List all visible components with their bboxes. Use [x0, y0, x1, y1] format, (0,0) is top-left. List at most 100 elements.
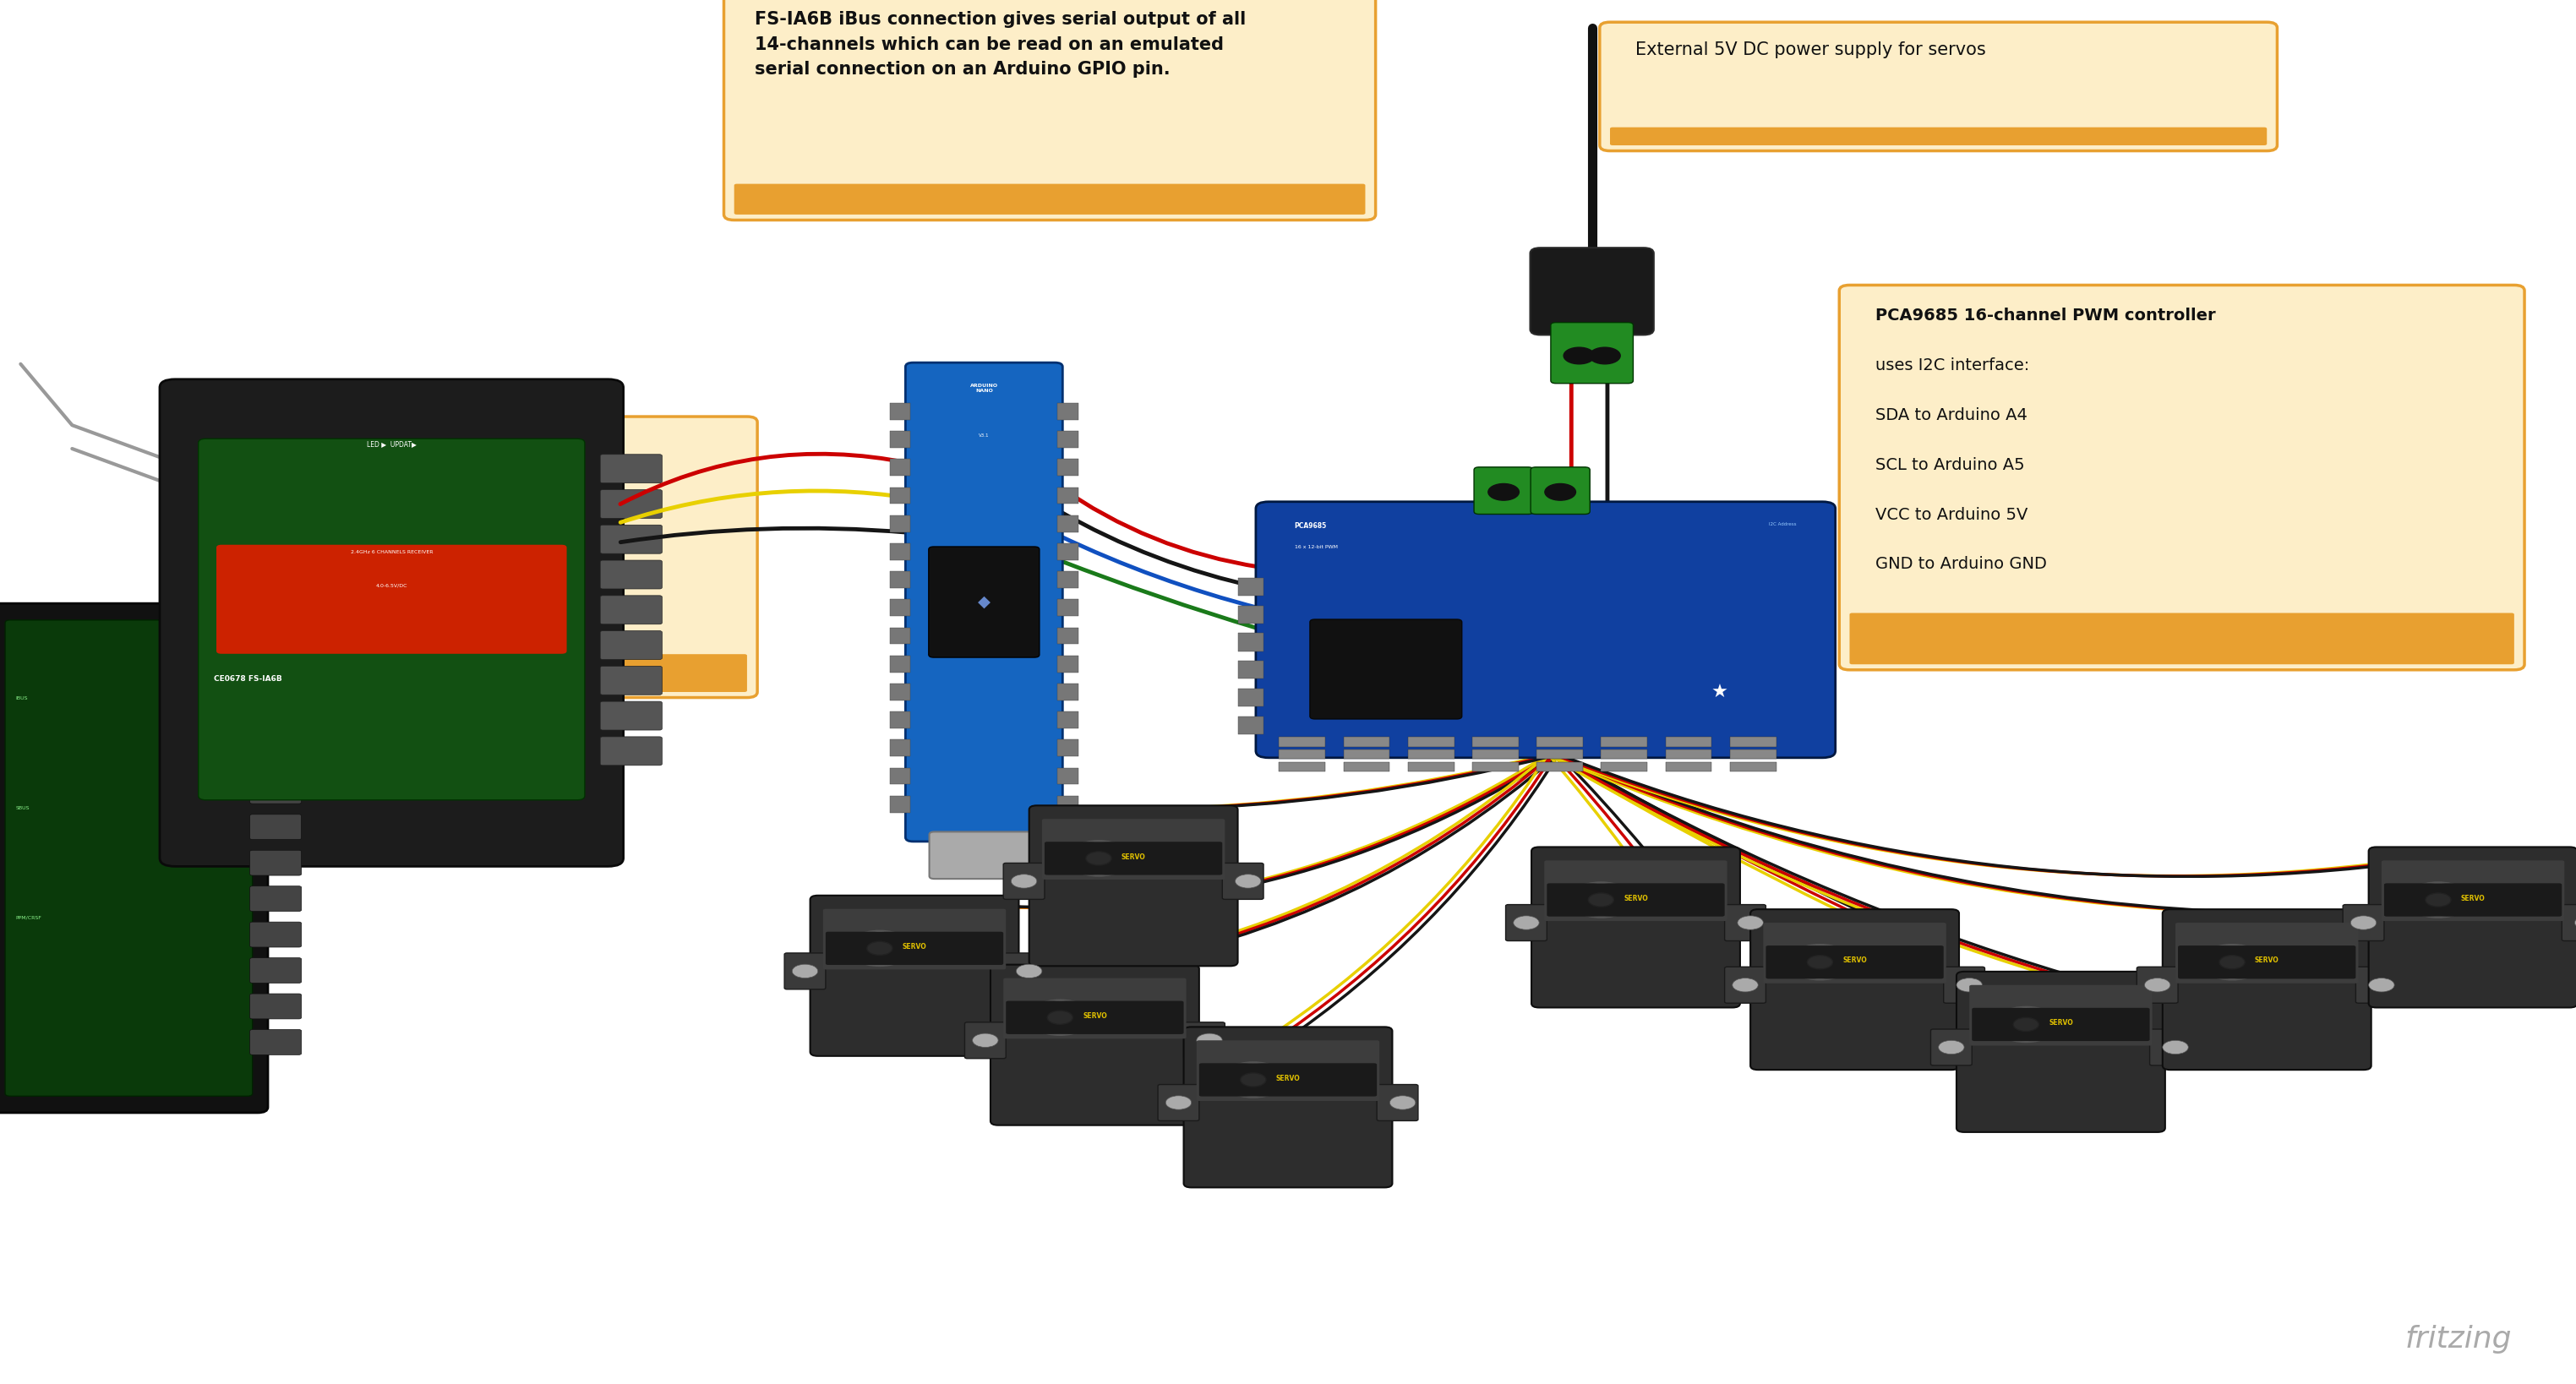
FancyBboxPatch shape [1030, 805, 1239, 966]
Bar [1236, 660, 1262, 678]
Circle shape [793, 965, 819, 978]
FancyBboxPatch shape [1046, 841, 1224, 875]
Bar [1056, 627, 1077, 644]
Text: External 5V DC power supply for servos: External 5V DC power supply for servos [1636, 42, 1986, 58]
FancyBboxPatch shape [930, 832, 1038, 879]
Bar [1345, 750, 1391, 758]
Bar [889, 459, 909, 476]
Bar [889, 656, 909, 673]
FancyBboxPatch shape [809, 895, 1020, 1056]
FancyBboxPatch shape [1309, 620, 1461, 720]
FancyBboxPatch shape [1185, 1023, 1226, 1059]
FancyBboxPatch shape [2164, 909, 2370, 1070]
FancyBboxPatch shape [1752, 909, 1958, 1070]
Circle shape [1066, 841, 1131, 876]
Text: ★: ★ [1710, 684, 1728, 702]
FancyBboxPatch shape [600, 702, 662, 731]
FancyBboxPatch shape [1942, 967, 1984, 1003]
Bar [1731, 736, 1777, 747]
Bar [1600, 736, 1649, 747]
Text: SERVO: SERVO [1275, 1074, 1301, 1082]
Circle shape [2200, 945, 2264, 980]
Circle shape [1388, 1096, 1417, 1110]
Circle shape [2406, 883, 2470, 918]
FancyBboxPatch shape [1041, 819, 1226, 880]
FancyBboxPatch shape [1504, 905, 1546, 941]
Bar [1667, 761, 1713, 771]
Circle shape [1242, 1073, 1265, 1086]
Text: SERVO: SERVO [1121, 853, 1146, 861]
Circle shape [1808, 955, 1832, 969]
Text: SERVO: SERVO [902, 943, 927, 951]
Bar [1236, 579, 1262, 595]
Bar [1056, 684, 1077, 700]
Text: ◆: ◆ [979, 594, 989, 610]
Bar [1731, 761, 1777, 771]
Bar [889, 572, 909, 588]
Circle shape [1028, 1001, 1092, 1035]
FancyBboxPatch shape [1005, 954, 1046, 990]
Circle shape [1087, 851, 1110, 865]
Circle shape [1489, 484, 1520, 500]
Circle shape [1940, 1041, 1965, 1055]
Circle shape [1564, 347, 1595, 364]
Text: ARDUINO
NANO: ARDUINO NANO [971, 383, 997, 393]
Bar [1056, 656, 1077, 673]
FancyBboxPatch shape [783, 954, 824, 990]
FancyBboxPatch shape [1195, 1041, 1381, 1102]
Text: uses I2C interface:: uses I2C interface: [1875, 357, 2030, 374]
Bar [1473, 750, 1520, 758]
Text: FS-IA6B iBus connection gives serial output of all
14-channels which can be read: FS-IA6B iBus connection gives serial out… [755, 11, 1247, 78]
FancyBboxPatch shape [1600, 22, 2277, 151]
Circle shape [1739, 916, 1762, 930]
Bar [1056, 487, 1077, 504]
Circle shape [1589, 347, 1620, 364]
Bar [889, 515, 909, 531]
Bar [889, 544, 909, 561]
Text: FS-IA6B iBus connections: FS-IA6B iBus connections [252, 436, 487, 453]
Text: SCL to Arduino A5: SCL to Arduino A5 [1875, 457, 2025, 473]
Circle shape [1958, 978, 1981, 992]
FancyBboxPatch shape [963, 1023, 1005, 1059]
Text: 4.0-6.5V/DC: 4.0-6.5V/DC [376, 583, 407, 587]
Circle shape [1994, 1008, 2058, 1042]
Bar [1236, 632, 1262, 650]
Bar [889, 403, 909, 419]
Bar [889, 627, 909, 644]
Bar [1473, 761, 1520, 771]
Text: SERVO: SERVO [1623, 894, 1649, 902]
FancyBboxPatch shape [1224, 864, 1265, 900]
FancyBboxPatch shape [250, 671, 301, 696]
Circle shape [2427, 893, 2450, 907]
Bar [1236, 606, 1262, 623]
FancyBboxPatch shape [250, 635, 301, 660]
FancyBboxPatch shape [250, 778, 301, 804]
Text: SERVO: SERVO [1842, 956, 1868, 965]
FancyBboxPatch shape [600, 736, 662, 765]
FancyBboxPatch shape [2148, 1030, 2190, 1066]
Circle shape [1589, 893, 1613, 907]
Text: PCA9685 16-channel PWM controller: PCA9685 16-channel PWM controller [1875, 307, 2215, 324]
FancyBboxPatch shape [1850, 613, 2514, 664]
FancyBboxPatch shape [600, 595, 662, 624]
Circle shape [1512, 916, 1540, 930]
Text: V3.1: V3.1 [979, 433, 989, 437]
FancyBboxPatch shape [2385, 883, 2561, 916]
Circle shape [1195, 1034, 1224, 1048]
FancyBboxPatch shape [250, 743, 301, 768]
Circle shape [848, 931, 912, 966]
FancyBboxPatch shape [992, 965, 1200, 1125]
FancyBboxPatch shape [250, 922, 301, 947]
Text: GND to Arduino GND: GND to Arduino GND [1875, 556, 2048, 573]
Bar [1406, 750, 1453, 758]
Text: IBUS: IBUS [15, 696, 28, 700]
FancyBboxPatch shape [222, 417, 757, 698]
Bar [1278, 761, 1324, 771]
FancyBboxPatch shape [1726, 905, 1767, 941]
FancyBboxPatch shape [1005, 864, 1046, 900]
FancyBboxPatch shape [2354, 967, 2396, 1003]
FancyBboxPatch shape [198, 439, 585, 800]
Circle shape [971, 1034, 999, 1048]
FancyBboxPatch shape [824, 909, 1005, 969]
FancyBboxPatch shape [1185, 1027, 1391, 1187]
